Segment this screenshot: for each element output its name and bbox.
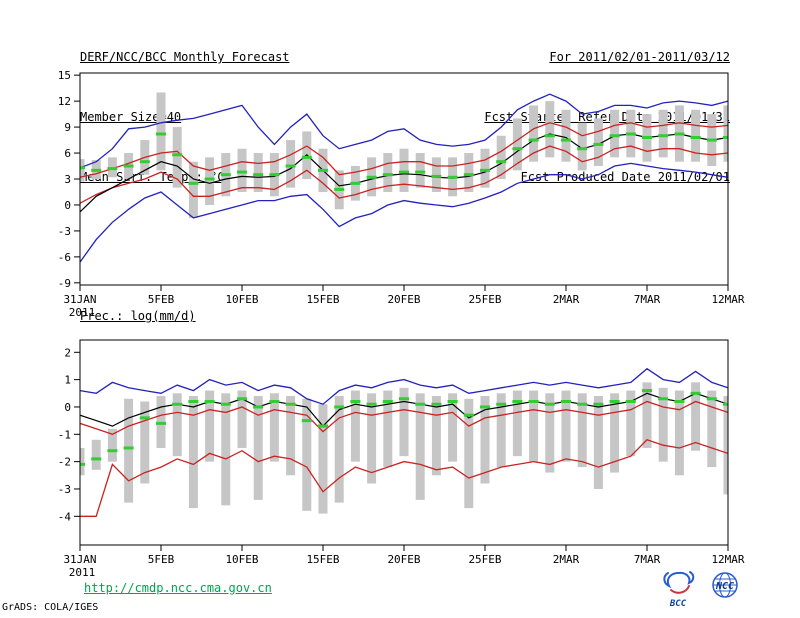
bcc-logo: BCC xyxy=(660,570,696,609)
svg-text:7MAR: 7MAR xyxy=(634,293,661,306)
svg-text:-3: -3 xyxy=(58,483,71,496)
temp-chart xyxy=(80,92,728,263)
svg-text:-1: -1 xyxy=(58,428,71,441)
grads-credit: GrADS: COLA/IGES xyxy=(2,602,99,613)
svg-text:-2: -2 xyxy=(58,456,71,469)
agency-logos: BCC NCC xyxy=(660,570,742,609)
svg-text:6: 6 xyxy=(64,147,71,160)
source-url-link[interactable]: http://cmdp.ncc.cma.gov.cn xyxy=(84,581,272,595)
svg-text:9: 9 xyxy=(64,121,71,134)
member-size-label: Member Size=40 xyxy=(80,110,182,124)
svg-text:1: 1 xyxy=(64,374,71,387)
fcst-produced-date-label: Fcst Produced Date 2011/02/01 xyxy=(520,170,730,184)
forecast-range-label: For 2011/02/01-2011/03/12 xyxy=(549,50,730,64)
svg-text:12MAR: 12MAR xyxy=(711,293,744,306)
svg-text:25FEB: 25FEB xyxy=(468,293,501,306)
precip-chart-title: Prec.: log(mm/d) xyxy=(80,309,196,323)
svg-text:12MAR: 12MAR xyxy=(711,553,744,566)
svg-text:25FEB: 25FEB xyxy=(468,553,501,566)
svg-text:-4: -4 xyxy=(58,510,72,523)
page-title: DERF/NCC/BCC Monthly Forecast xyxy=(80,50,290,64)
svg-text:10FEB: 10FEB xyxy=(225,553,258,566)
svg-text:20FEB: 20FEB xyxy=(387,293,420,306)
ncc-globe-icon: NCC xyxy=(712,572,738,598)
ncc-logo-label: NCC xyxy=(715,581,734,592)
svg-text:-6: -6 xyxy=(58,251,71,264)
svg-text:20FEB: 20FEB xyxy=(387,553,420,566)
svg-text:0: 0 xyxy=(64,199,71,212)
svg-text:3: 3 xyxy=(64,173,71,186)
svg-text:2MAR: 2MAR xyxy=(553,293,580,306)
svg-text:2011: 2011 xyxy=(69,306,96,319)
svg-text:2MAR: 2MAR xyxy=(553,553,580,566)
svg-text:-9: -9 xyxy=(58,277,71,290)
precip-chart xyxy=(80,367,728,517)
svg-text:0: 0 xyxy=(64,401,71,414)
bcc-swirl-icon xyxy=(663,571,695,594)
svg-text:5FEB: 5FEB xyxy=(148,553,175,566)
svg-text:-3: -3 xyxy=(58,225,71,238)
svg-text:12: 12 xyxy=(58,95,71,108)
svg-text:15: 15 xyxy=(58,69,71,82)
svg-text:31JAN: 31JAN xyxy=(63,553,96,566)
svg-text:2011: 2011 xyxy=(69,566,96,579)
svg-text:10FEB: 10FEB xyxy=(225,293,258,306)
svg-text:2: 2 xyxy=(64,346,71,359)
svg-text:15FEB: 15FEB xyxy=(306,553,339,566)
svg-text:31JAN: 31JAN xyxy=(63,293,96,306)
bcc-logo-label: BCC xyxy=(669,599,687,609)
ncc-logo: NCC xyxy=(708,570,742,606)
svg-text:7MAR: 7MAR xyxy=(634,553,661,566)
svg-text:15FEB: 15FEB xyxy=(306,293,339,306)
svg-text:5FEB: 5FEB xyxy=(148,293,175,306)
